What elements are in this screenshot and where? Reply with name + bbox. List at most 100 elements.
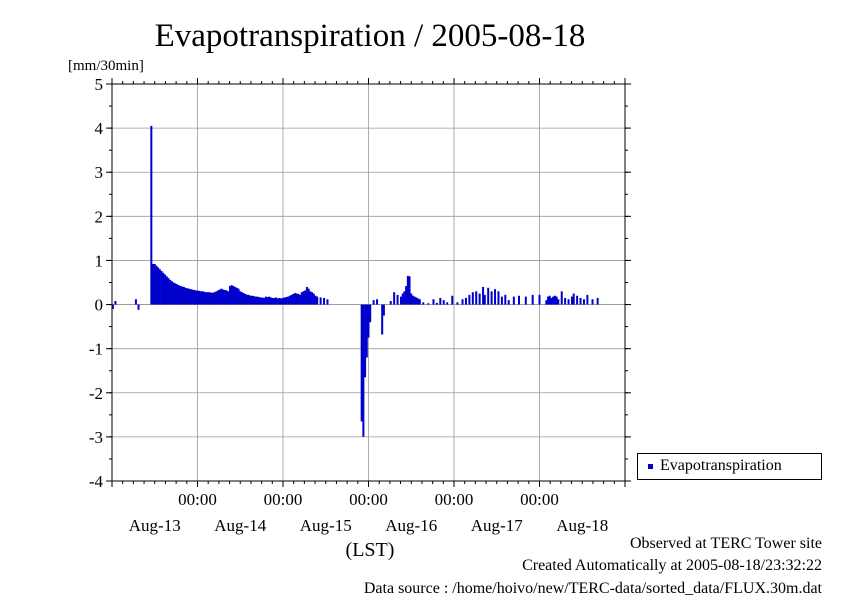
bar [557,299,560,305]
x-axis-label: (LST) [346,539,395,561]
bar [504,294,507,305]
bar [564,297,567,305]
bar [215,291,218,305]
x-time-label: 00:00 [349,490,388,509]
bar [538,294,541,305]
bar [235,287,238,305]
bar [579,297,582,305]
bar [254,296,257,305]
bar [247,294,250,305]
x-tick-labels: 00:00 00:00 00:00 00:00 00:00 Aug-13 Aug-14 Aug… [129,490,608,535]
legend-swatch [648,464,653,469]
bar [362,304,365,437]
bar [288,295,291,305]
bar [201,291,204,305]
x-date-label: Aug-18 [556,516,608,535]
bar [451,295,454,305]
bar [263,297,266,305]
bar [435,302,438,305]
bar [316,296,319,305]
bar [150,125,153,305]
bar [442,300,445,305]
bar [405,286,408,305]
bar [548,295,551,305]
bar [271,297,274,305]
x-time-label: 00:00 [520,490,559,509]
bar [490,291,493,305]
y-tick-label: 2 [95,207,104,226]
bar [285,297,288,305]
bar [157,267,160,305]
x-date-label: Aug-17 [471,516,523,535]
bars [111,125,599,437]
bar [179,286,182,305]
bar [111,304,114,309]
bar [225,290,228,305]
footer-source: Data source : /home/hoivo/new/TERC-data/… [363,580,822,597]
chart-title: Evapotranspiration / 2005-08-18 [155,18,586,54]
bar [244,293,247,305]
y-tick-label: 4 [95,119,104,138]
bar [314,295,317,305]
bar [234,286,237,305]
bar [290,294,293,305]
bar [295,293,298,305]
bar [170,281,173,305]
bar [309,291,312,305]
bar [517,295,520,305]
bar [268,296,271,305]
bar [567,299,570,305]
bar [369,304,372,323]
bar [276,298,279,305]
bar [299,294,302,305]
bar [210,292,213,305]
x-time-label: 00:00 [264,490,303,509]
bar [283,297,286,305]
bar [251,295,254,305]
bar [364,304,367,378]
bar [547,296,550,305]
bar [280,298,283,305]
bar [555,296,558,305]
bar [158,269,161,305]
bar [406,275,409,305]
bar [242,293,245,305]
bar [545,300,548,305]
x-time-label: 00:00 [435,490,474,509]
bar [246,294,249,305]
bar [213,292,216,305]
bar [270,297,273,305]
bar [326,299,329,305]
bar [160,271,163,305]
bar [189,289,192,305]
bar [198,290,201,305]
bar [360,304,363,422]
bar [389,301,392,305]
bar [439,297,442,305]
bar [114,301,117,305]
legend: Evapotranspiration [637,453,822,480]
bar [222,289,225,305]
bar [582,299,585,305]
bar [422,302,425,305]
bar [223,289,226,305]
y-tick-label: 5 [95,75,104,94]
bar [259,297,262,305]
bar [184,287,187,305]
bar [134,299,137,305]
bar [152,263,155,305]
bar [181,286,184,305]
bar [487,287,490,305]
bar [177,285,180,305]
grid [112,83,625,482]
bar [396,294,399,305]
bar [167,278,170,305]
bar [218,289,221,305]
bar [307,288,310,305]
bar [206,292,209,305]
bar [292,293,295,305]
bar [446,302,449,305]
bar [475,291,478,305]
bar [239,291,242,305]
bar [194,290,197,305]
